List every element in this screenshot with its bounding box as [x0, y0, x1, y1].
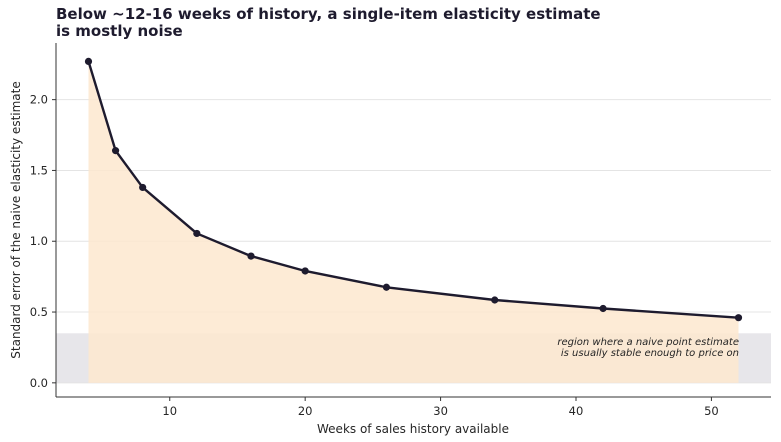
- chart-title-line-1: Below ~12-16 weeks of history, a single-…: [56, 5, 601, 23]
- data-point: [193, 229, 201, 238]
- y-tick-label: 1.0: [30, 234, 48, 248]
- data-point: [139, 183, 147, 192]
- data-point: [382, 283, 391, 291]
- x-tick-label: 40: [569, 404, 584, 418]
- data-point: [491, 296, 499, 304]
- x-tick-label: 50: [704, 404, 719, 418]
- data-point: [84, 57, 93, 66]
- data-point: [599, 304, 607, 313]
- data-point: [301, 267, 309, 275]
- y-tick-label: 1.5: [30, 163, 48, 177]
- series-line-layer: [87, 61, 739, 319]
- area-fill-layer: [88, 61, 739, 383]
- x-axis-label: Weeks of sales history available: [317, 422, 509, 436]
- data-point: [734, 314, 743, 322]
- series-line: [87, 61, 739, 319]
- data-points: [84, 57, 743, 322]
- y-tick-label: 0.5: [30, 305, 48, 319]
- axes: [55, 43, 771, 398]
- y-tick-label: 0.0: [30, 376, 48, 390]
- ticks: 10 20 30 40 50 0.0 0.5 1.0 1.5 2.0: [30, 93, 719, 418]
- chart-title-line-2: is mostly noise: [56, 22, 183, 40]
- y-axis-label: Standard error of the naive elasticity e…: [9, 81, 23, 358]
- y-tick-label: 2.0: [30, 93, 48, 107]
- x-tick-label: 10: [162, 404, 177, 418]
- annotation-line: region where a naive point estimate: [557, 337, 739, 348]
- x-tick-label: 30: [433, 404, 448, 418]
- area-fill: [88, 61, 739, 383]
- data-point: [247, 252, 255, 260]
- data-point: [111, 147, 120, 155]
- x-tick-label: 20: [298, 404, 313, 418]
- annotation-line: is usually stable enough to price on: [561, 348, 739, 359]
